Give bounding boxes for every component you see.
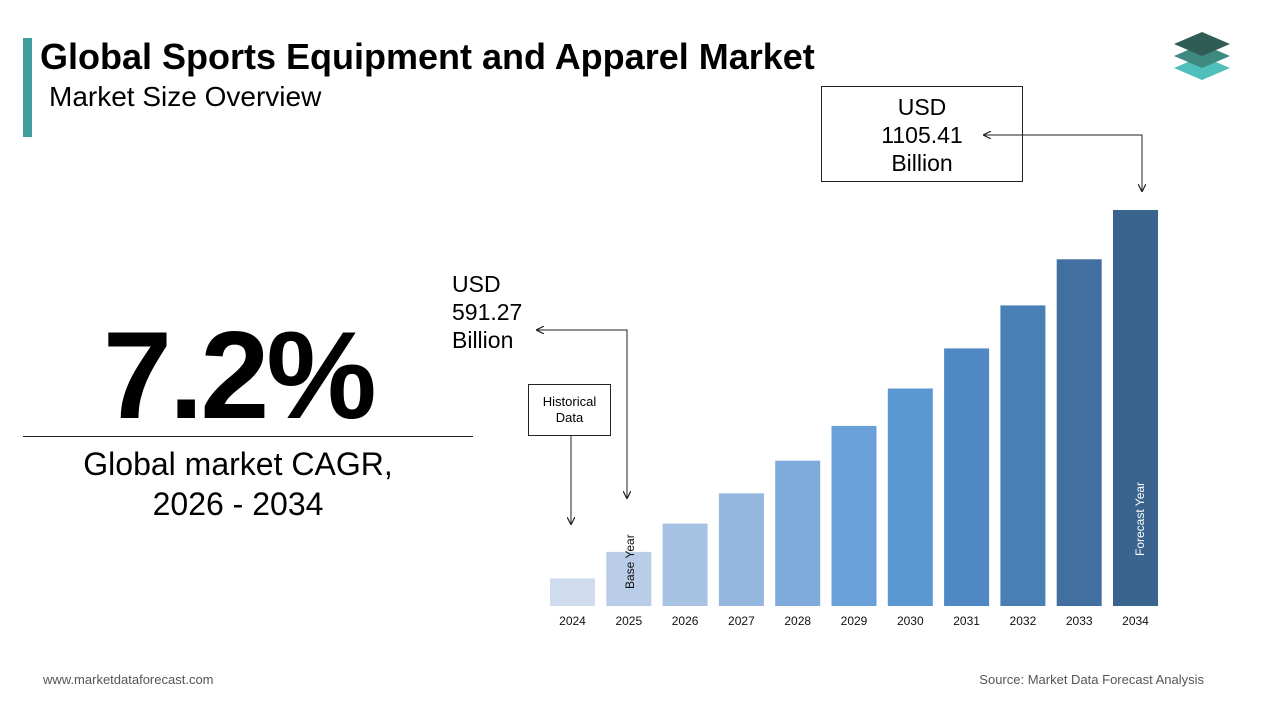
x-tick-2034: 2034 [1122,614,1149,628]
x-tick-2029: 2029 [841,614,868,628]
x-tick-2025: 2025 [615,614,642,628]
cagr-label: Global market CAGR, 2026 - 2034 [23,444,453,524]
title-accent-bar [23,38,32,137]
base-value-number: 591.27 [452,299,523,325]
end-value-arrow [984,135,1142,191]
bar-2034 [1113,210,1158,606]
stacked-layers-logo-icon [1174,32,1230,80]
base-value-unit: Billion [452,327,514,353]
footer-source: Source: Market Data Forecast Analysis [979,672,1204,687]
x-tick-2024: 2024 [559,614,586,628]
cagr-label-line1: Global market CAGR, [83,446,393,482]
x-tick-2031: 2031 [953,614,980,628]
x-tick-2032: 2032 [1010,614,1037,628]
cagr-label-line2: 2026 - 2034 [152,486,324,522]
bar-2033 [1056,259,1102,606]
end-value-callout: USD 1105.41 Billion [821,86,1023,182]
end-value-number: 1105.41 [881,122,963,148]
forecast-year-label: Forecast Year [1133,482,1147,556]
base-value-arrow [537,330,627,498]
end-value-unit: Billion [891,150,953,176]
x-tick-2030: 2030 [897,614,924,628]
bar-2024 [550,578,595,606]
x-tick-2027: 2027 [728,614,755,628]
base-year-label: Base Year [623,534,637,589]
bar-2029 [831,425,877,606]
bar-2032 [1000,305,1046,606]
bar-2028 [775,460,821,606]
bar-group [550,210,1158,606]
bar-2026 [662,523,708,606]
page-subtitle: Market Size Overview [49,81,322,112]
base-value-callout: USD 591.27 Billion [452,270,522,354]
page-title: Global Sports Equipment and Apparel Mark… [40,36,815,77]
base-value-currency: USD [452,271,501,297]
bar-2030 [887,388,933,606]
bar-2031 [944,348,990,606]
cagr-value: 7.2% [103,307,377,445]
bar-2025 [606,551,652,606]
x-tick-2026: 2026 [672,614,699,628]
x-tick-2033: 2033 [1066,614,1093,628]
bar-2027 [718,493,764,606]
end-value-currency: USD [897,94,947,120]
x-tick-labels: 2024 2025 2026 2027 2028 2029 2030 2031 2032 2033… [559,614,1149,628]
footer-website: www.marketdataforecast.com [43,672,214,687]
cagr-divider [23,436,473,437]
x-tick-2028: 2028 [784,614,811,628]
